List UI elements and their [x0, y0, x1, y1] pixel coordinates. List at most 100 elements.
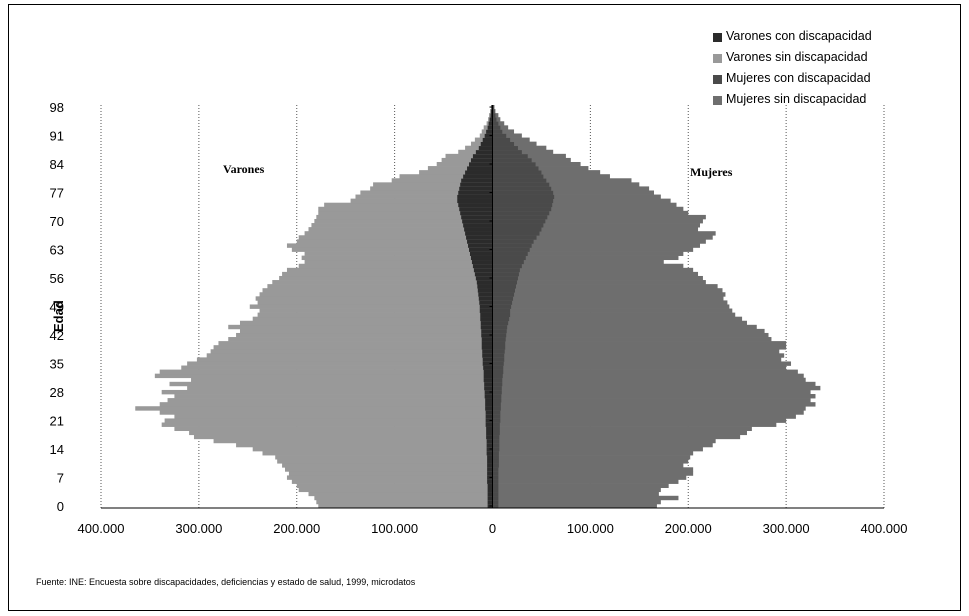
bar-varones-sin-58 — [286, 267, 493, 273]
bar-varones-sin-69 — [311, 223, 493, 228]
bar-varones-con-42 — [481, 332, 493, 338]
bar-varones-con-87 — [475, 149, 493, 155]
y-tick-label-3: 21 — [50, 413, 64, 428]
bar-varones-sin-85 — [441, 157, 493, 163]
bar-mujeres-con-84 — [492, 161, 536, 167]
bar-varones-con-36 — [482, 357, 493, 362]
bar-mujeres-sin-28 — [492, 389, 811, 395]
bar-varones-con-71 — [461, 214, 493, 220]
bar-mujeres-sin-24 — [492, 406, 806, 411]
bar-mujeres-con-63 — [492, 247, 530, 252]
bar-mujeres-sin-2 — [492, 495, 679, 501]
bar-mujeres-sin-52 — [492, 292, 726, 297]
bar-mujeres-sin-43 — [492, 328, 765, 334]
bar-mujeres-con-67 — [492, 231, 540, 236]
bar-mujeres-sin-7 — [492, 475, 687, 480]
bar-mujeres-sin-32 — [492, 373, 804, 379]
bar-varones-sin-71 — [316, 214, 493, 220]
bar-mujeres-sin-27 — [492, 394, 816, 399]
bar-varones-sin-28 — [161, 389, 493, 395]
bar-varones-con-19 — [486, 426, 493, 432]
bar-mujeres-con-91 — [492, 133, 507, 138]
bar-mujeres-sin-34 — [492, 365, 787, 370]
bar-mujeres-sin-29 — [492, 385, 821, 391]
bar-mujeres-con-62 — [492, 251, 528, 256]
bar-mujeres-sin-70 — [492, 218, 703, 224]
bar-mujeres-con-16 — [492, 438, 500, 444]
bar-varones-sin-5 — [296, 483, 493, 488]
bar-varones-con-21 — [485, 418, 493, 423]
bar-varones-sin-78 — [370, 186, 493, 191]
bar-mujeres-con-71 — [492, 214, 548, 220]
bar-mujeres-con-74 — [492, 202, 553, 208]
bar-varones-sin-75 — [350, 198, 493, 204]
bar-varones-con-48 — [479, 308, 493, 313]
bar-varones-sin-9 — [285, 467, 493, 472]
bar-mujeres-sin-36 — [492, 357, 782, 362]
bar-mujeres-con-28 — [492, 389, 502, 395]
legend-swatch-mujeres-con — [713, 75, 722, 84]
bar-varones-con-88 — [478, 145, 493, 151]
source-note: Fuente: INE: Encuesta sobre discapacidad… — [36, 577, 416, 587]
bar-mujeres-con-32 — [492, 373, 503, 379]
bar-varones-con-90 — [482, 137, 493, 142]
bar-mujeres-con-50 — [492, 300, 513, 305]
bar-varones-sin-61 — [301, 255, 493, 261]
bar-varones-con-9 — [487, 467, 493, 472]
bar-varones-sin-49 — [249, 304, 493, 309]
bar-varones-con-53 — [477, 288, 493, 293]
bar-varones-con-74 — [458, 202, 493, 208]
bar-varones-sin-15 — [236, 442, 493, 448]
bar-mujeres-con-47 — [492, 312, 511, 318]
bar-varones-con-3 — [487, 491, 493, 497]
bar-mujeres-con-96 — [492, 113, 496, 118]
bar-mujeres-sin-9 — [492, 467, 694, 472]
bar-varones-sin-30 — [169, 381, 493, 387]
bar-mujeres-sin-11 — [492, 459, 689, 464]
y-tick-label-8: 56 — [50, 271, 64, 286]
bar-varones-con-89 — [480, 141, 493, 147]
bar-mujeres-con-58 — [492, 267, 520, 273]
bar-mujeres-sin-41 — [492, 337, 772, 342]
bar-mujeres-con-93 — [492, 125, 501, 130]
y-tick-label-14: 98 — [50, 100, 64, 115]
bar-varones-con-44 — [480, 324, 493, 330]
bar-mujeres-sin-76 — [492, 194, 661, 199]
bar-varones-con-83 — [467, 166, 493, 171]
bar-mujeres-con-82 — [492, 170, 542, 175]
bar-mujeres-sin-92 — [492, 129, 515, 134]
bar-mujeres-con-46 — [492, 316, 510, 322]
bar-mujeres-sin-18 — [492, 430, 747, 436]
bar-mujeres-con-92 — [492, 129, 503, 134]
bar-mujeres-con-25 — [492, 402, 501, 407]
bar-mujeres-sin-49 — [492, 304, 730, 309]
bar-varones-sin-20 — [161, 422, 493, 427]
bar-varones-sin-83 — [427, 166, 493, 171]
bar-varones-sin-82 — [419, 170, 493, 175]
bar-varones-sin-35 — [187, 361, 493, 366]
legend-label-varones-con: Varones con discapacidad — [726, 29, 872, 43]
bar-mujeres-sin-45 — [492, 320, 747, 326]
bar-mujeres-con-95 — [492, 117, 497, 122]
bar-varones-con-76 — [457, 194, 493, 199]
bar-varones-con-96 — [490, 113, 493, 118]
bar-mujeres-con-72 — [492, 210, 550, 216]
bar-mujeres-con-89 — [492, 141, 515, 147]
bar-mujeres-sin-58 — [492, 267, 694, 273]
bar-mujeres-con-34 — [492, 365, 504, 370]
bar-varones-con-20 — [485, 422, 493, 427]
bar-mujeres-sin-16 — [492, 438, 716, 444]
bar-varones-con-80 — [461, 178, 493, 183]
bar-mujeres-con-68 — [492, 227, 542, 232]
bar-varones-sin-33 — [159, 369, 493, 375]
y-tick-label-7: 49 — [50, 300, 64, 315]
bar-varones-con-62 — [469, 251, 493, 256]
bar-varones-con-4 — [487, 487, 493, 493]
bar-varones-con-12 — [487, 455, 493, 460]
bar-varones-sin-24 — [135, 406, 493, 411]
bar-mujeres-con-57 — [492, 271, 519, 277]
legend-item-varones-con: Varones con discapacidad — [713, 28, 872, 49]
bar-varones-con-70 — [462, 218, 493, 224]
bar-varones-con-31 — [483, 377, 493, 383]
bar-mujeres-con-86 — [492, 153, 528, 159]
